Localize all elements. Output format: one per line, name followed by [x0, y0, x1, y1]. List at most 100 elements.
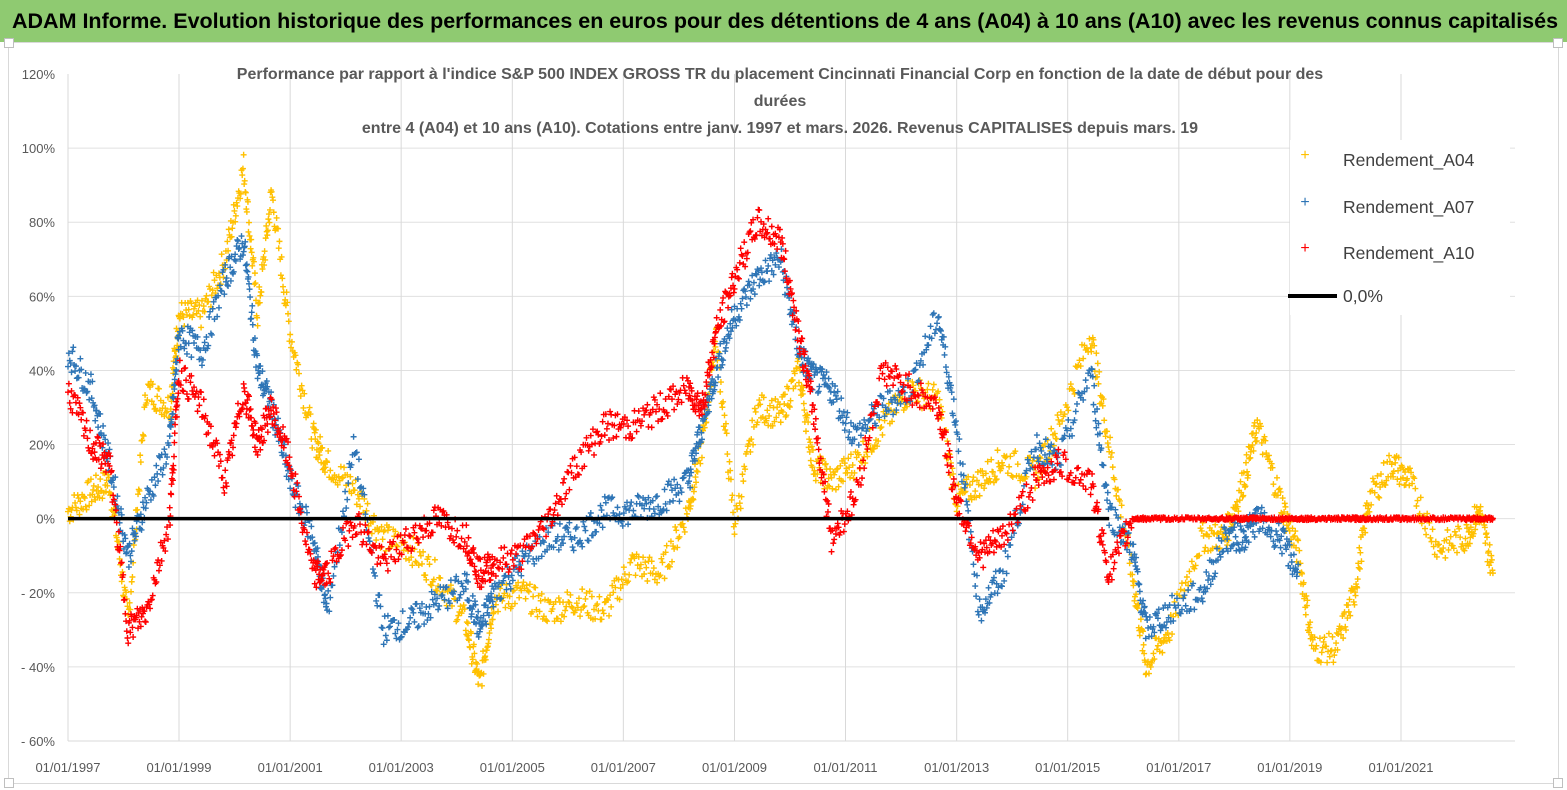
data-point	[1427, 534, 1434, 541]
data-point	[505, 600, 512, 607]
data-point	[741, 463, 748, 470]
data-point	[990, 549, 997, 556]
data-point	[1090, 401, 1097, 408]
data-point	[149, 381, 156, 388]
data-point	[1440, 545, 1447, 552]
x-tick-label: 01/01/2015	[1035, 760, 1100, 775]
data-point	[1477, 503, 1484, 510]
data-point	[363, 507, 370, 514]
resize-handle-top-left[interactable]	[4, 38, 14, 48]
data-point	[1467, 524, 1474, 531]
data-point	[1414, 497, 1421, 504]
data-point	[1072, 408, 1079, 415]
data-point	[831, 536, 838, 543]
data-point	[88, 395, 95, 402]
data-point	[126, 540, 133, 547]
data-point	[169, 410, 176, 417]
data-point	[385, 523, 392, 530]
data-point	[973, 494, 980, 501]
data-point	[357, 521, 364, 528]
data-point	[129, 573, 136, 580]
data-point	[86, 502, 93, 509]
data-point	[422, 572, 429, 579]
data-point	[885, 400, 892, 407]
data-point	[644, 401, 651, 408]
data-point	[1249, 442, 1256, 449]
data-point	[113, 534, 120, 541]
data-point	[373, 537, 380, 544]
data-point	[81, 495, 88, 502]
data-point	[1027, 489, 1034, 496]
data-point	[863, 449, 870, 456]
data-point	[206, 313, 213, 320]
data-point	[1116, 497, 1123, 504]
data-point	[1292, 528, 1299, 535]
data-point	[303, 509, 310, 516]
data-point	[1290, 551, 1297, 558]
data-point	[251, 335, 258, 342]
data-point	[197, 313, 204, 320]
data-point	[198, 297, 205, 304]
data-point	[487, 577, 494, 584]
data-point	[85, 444, 92, 451]
data-point	[1276, 485, 1283, 492]
resize-handle-bottom-left[interactable]	[4, 778, 14, 788]
data-point	[606, 612, 613, 619]
data-point	[240, 151, 247, 158]
data-point	[841, 460, 848, 467]
data-point	[607, 592, 614, 599]
data-point	[822, 461, 829, 468]
data-point	[199, 356, 206, 363]
data-point	[743, 302, 750, 309]
data-point	[218, 288, 225, 295]
data-point	[521, 585, 528, 592]
data-point	[609, 582, 616, 589]
data-point	[357, 503, 364, 510]
data-point	[173, 352, 180, 359]
data-point	[128, 558, 135, 565]
data-point	[663, 542, 670, 549]
resize-handle-top-right[interactable]	[1553, 38, 1563, 48]
data-point	[986, 475, 993, 482]
data-point	[88, 498, 95, 505]
data-point	[1459, 540, 1466, 547]
data-point	[812, 426, 819, 433]
data-point	[1243, 451, 1250, 458]
y-tick-label: 40%	[29, 363, 55, 378]
data-point	[415, 623, 422, 630]
data-point	[345, 480, 352, 487]
data-point	[1025, 493, 1032, 500]
data-point	[1270, 481, 1277, 488]
data-point	[344, 471, 351, 478]
data-point	[210, 298, 217, 305]
data-point	[636, 565, 643, 572]
data-point	[225, 283, 232, 290]
data-point	[727, 467, 734, 474]
data-point	[299, 387, 306, 394]
data-point	[471, 650, 478, 657]
data-point	[160, 399, 167, 406]
data-point	[1053, 435, 1060, 442]
data-point	[474, 660, 481, 667]
data-point	[164, 408, 171, 415]
data-point	[251, 281, 258, 288]
data-point	[678, 521, 685, 528]
data-point	[283, 289, 290, 296]
data-point	[1196, 552, 1203, 559]
data-point	[1236, 497, 1243, 504]
data-point	[886, 373, 893, 380]
x-tick-label: 01/01/2017	[1146, 760, 1211, 775]
data-point	[835, 483, 842, 490]
data-point	[261, 262, 268, 269]
data-point	[1104, 489, 1111, 496]
data-point	[669, 558, 676, 565]
data-point	[994, 447, 1001, 454]
data-point	[626, 571, 633, 578]
resize-handle-bottom-right[interactable]	[1553, 778, 1563, 788]
data-point	[728, 496, 735, 503]
data-point	[1180, 595, 1187, 602]
data-point	[1111, 559, 1118, 566]
data-point	[1382, 482, 1389, 489]
data-point	[267, 206, 274, 213]
data-point	[341, 464, 348, 471]
